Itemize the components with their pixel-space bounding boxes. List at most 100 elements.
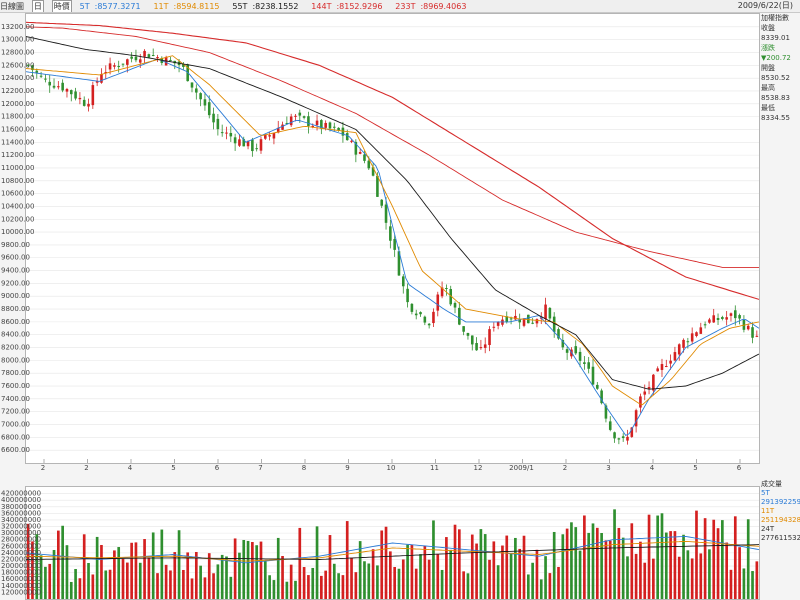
candle-up [708,319,711,323]
volume-bar-down [544,556,547,599]
volume-bar-down [440,569,444,599]
volume-bar-up [608,540,612,599]
price-chart-panel[interactable] [25,13,760,464]
volume-bar-up [147,557,151,599]
candle-down [307,116,310,127]
volume-bar-up [320,575,323,599]
candle-down [583,362,586,364]
period-box[interactable]: 日 [31,0,44,12]
candle-up [652,374,655,391]
candle-up [699,327,703,334]
volume-bar-down [225,556,228,599]
volume-bar-down [35,534,39,599]
volume-bar-up [729,569,733,599]
volume-title: 成交量 [761,480,782,488]
candle-down [341,127,345,136]
candle-down [52,85,56,88]
candle-down [337,127,340,131]
volume-bar-down [74,569,77,599]
volume-bar-up [143,539,146,599]
x-tick-label: 2 [41,464,45,472]
volume-chart-svg[interactable] [26,487,759,599]
candle-down [380,199,384,206]
volume-bar-up [595,527,599,599]
quote-open: 開盤 8530.52 [761,64,790,82]
volume-bar-up [634,553,638,599]
volume-bar-down [44,566,47,599]
candle-up [436,294,440,311]
volume-bar-up [259,541,263,599]
candle-up [225,132,228,134]
volume-5T-line [26,535,759,564]
candle-up [108,63,112,70]
candle-down [182,64,185,67]
x-tick-label: 6 [737,464,742,472]
volume-bar-down [69,581,73,599]
volume-bar-up [401,559,405,599]
volume-bar-up [712,519,716,599]
candle-down [427,323,431,326]
volume-bar-up [505,535,509,599]
candle-up [695,332,698,337]
volume-bar-up [604,540,608,599]
candle-up [673,352,677,361]
candle-down [410,303,414,312]
volume-bar-up [328,535,332,599]
volume-bar-down [263,561,267,599]
candle-down [548,307,552,319]
candle-down [401,276,405,287]
x-tick-label: 5 [171,464,175,472]
volume-bar-down [578,550,582,599]
ma11-line [26,55,759,406]
volume-bar-up [57,530,60,599]
volume-chart-panel[interactable] [25,486,760,600]
volume-bar-down [419,554,422,599]
volume-24T-line [26,544,759,560]
candle-down [721,317,724,319]
chart-mode-label[interactable]: 日線圖 [0,2,24,11]
candle-up [522,318,526,326]
volume-bar-up [535,549,539,599]
volume-bar-up [354,572,358,599]
candle-up [755,335,759,337]
candle-down [389,226,392,241]
volume-bar-up [389,551,392,599]
quote-change: 漲跌 ▼200.72 [761,44,791,62]
quote-info-box: 加權指數 收盤 8339.01 漲跌 ▼200.72 開盤 8530.52 最高… [761,13,800,123]
candle-up [690,333,694,342]
field-box[interactable]: 時價 [51,0,72,12]
volume-bar-up [164,564,168,599]
volume-bar-down [682,534,685,599]
volume-bar-down [104,570,108,599]
candle-down [190,82,194,88]
candle-down [376,175,379,197]
volume-bar-down [39,555,43,599]
date-label: 2009/6/22(日) [737,1,793,10]
volume-bar-up [78,578,82,599]
ma5-line [26,59,759,436]
volume-bar-up [725,542,728,599]
volume-bar-up [341,575,345,599]
candle-down [527,314,530,324]
volume-bar-down [294,580,297,599]
candle-up [143,50,146,57]
volume-bar-down [526,574,530,599]
volume-bar-down [432,520,435,599]
volume-bar-up [307,575,310,599]
ma233-line [26,21,759,300]
candle-up [246,140,250,147]
volume-bar-up [251,542,254,599]
volume-bar-up [108,569,112,599]
volume-bar-up [345,521,349,599]
volume-bar-down [65,545,69,599]
candle-down [531,322,534,324]
volume-bar-up [212,573,215,599]
price-chart-svg[interactable] [26,14,759,463]
volume-bar-up [699,553,703,599]
volume-bar-down [199,565,202,599]
candle-down [475,342,478,351]
volume-bar-up [186,552,190,599]
candle-down [613,432,616,439]
candle-down [505,316,509,322]
candle-down [82,99,86,106]
